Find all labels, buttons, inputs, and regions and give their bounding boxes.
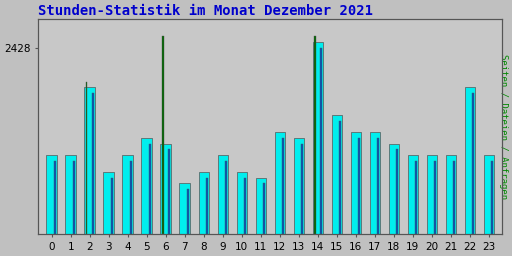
Bar <box>314 36 315 234</box>
Bar <box>47 155 57 234</box>
Bar <box>86 81 88 234</box>
Bar <box>73 161 75 234</box>
Bar <box>282 138 284 234</box>
Bar <box>66 155 76 234</box>
Bar <box>180 183 190 234</box>
Bar <box>206 178 208 234</box>
Bar <box>434 161 436 234</box>
Bar <box>293 138 304 234</box>
Bar <box>255 178 266 234</box>
Bar <box>320 48 322 234</box>
Bar <box>92 93 94 234</box>
Bar <box>446 155 456 234</box>
Bar <box>274 132 285 234</box>
Bar <box>168 150 170 234</box>
Bar <box>465 87 475 234</box>
Bar <box>453 161 455 234</box>
Bar <box>491 161 493 234</box>
Bar <box>339 121 341 234</box>
Bar <box>103 172 114 234</box>
Text: Stunden-Statistik im Monat Dezember 2021: Stunden-Statistik im Monat Dezember 2021 <box>38 4 373 18</box>
Bar <box>141 138 152 234</box>
Bar <box>484 155 494 234</box>
Bar <box>396 150 398 234</box>
Bar <box>225 161 227 234</box>
Bar <box>148 144 151 234</box>
Bar <box>370 132 380 234</box>
Bar <box>111 178 113 234</box>
Bar <box>244 178 246 234</box>
Bar <box>408 155 418 234</box>
Bar <box>313 42 323 234</box>
Bar <box>237 172 247 234</box>
Bar <box>389 144 399 234</box>
Bar <box>54 161 56 234</box>
Bar <box>377 138 379 234</box>
Bar <box>84 87 95 234</box>
Bar <box>426 155 437 234</box>
Bar <box>122 155 133 234</box>
Bar <box>130 161 132 234</box>
Bar <box>351 132 361 234</box>
Bar <box>187 189 189 234</box>
Bar <box>263 183 265 234</box>
Bar <box>199 172 209 234</box>
Bar <box>415 161 417 234</box>
Bar <box>358 138 360 234</box>
Bar <box>332 115 342 234</box>
Bar <box>218 155 228 234</box>
Bar <box>472 93 474 234</box>
Y-axis label: Seiten / Dateien / Anfragen: Seiten / Dateien / Anfragen <box>499 54 508 199</box>
Bar <box>162 36 163 234</box>
Bar <box>160 144 171 234</box>
Bar <box>301 144 303 234</box>
